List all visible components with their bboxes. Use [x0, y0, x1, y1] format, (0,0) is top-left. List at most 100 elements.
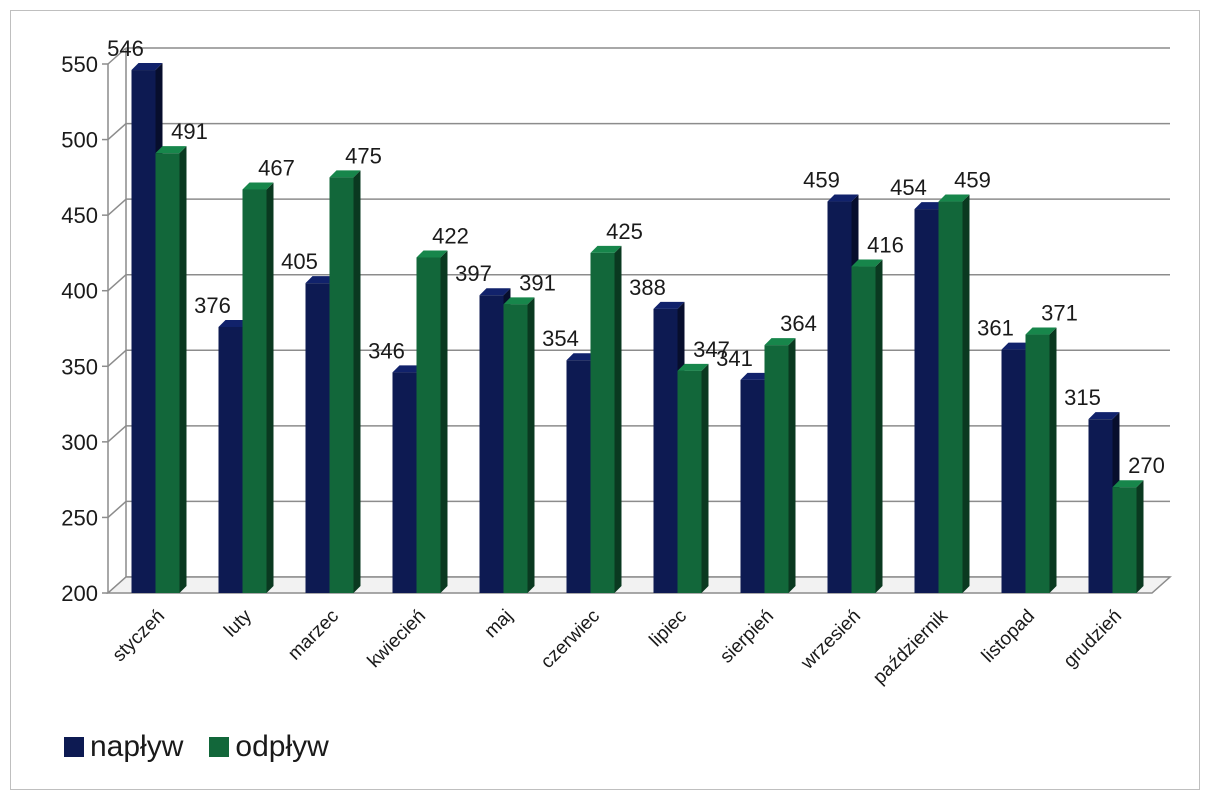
- data-label: 454: [890, 175, 927, 200]
- bar-side: [962, 194, 970, 594]
- bar-top: [851, 259, 883, 267]
- bar-top: [131, 63, 163, 71]
- data-label: 361: [977, 316, 1014, 341]
- bar-top: [155, 146, 187, 154]
- bar-side: [701, 363, 709, 593]
- legend-label-odplyw: odpływ: [235, 730, 329, 763]
- bar-top: [590, 245, 622, 253]
- x-tick-label: listopad: [978, 606, 1039, 667]
- data-label: 546: [107, 36, 144, 61]
- data-label: 416: [867, 233, 904, 258]
- bar-naplyw: [392, 372, 417, 593]
- chart-floor: [106, 576, 1172, 594]
- bar-side: [353, 170, 361, 593]
- bar-naplyw: [653, 308, 678, 593]
- bar-odplyw: [155, 153, 180, 593]
- y-tick-label: 500: [61, 128, 98, 153]
- bar-top: [242, 182, 274, 190]
- bar-naplyw: [827, 201, 852, 594]
- legend-label-naplyw: napływ: [90, 730, 184, 763]
- data-label: 467: [258, 155, 295, 180]
- data-label: 270: [1128, 453, 1165, 478]
- x-tick-label: luty: [220, 605, 256, 641]
- bar-side: [788, 338, 796, 593]
- bar-top: [653, 301, 685, 309]
- gridline-perspective: [107, 47, 127, 65]
- bar-side: [875, 259, 883, 593]
- data-label: 315: [1064, 385, 1101, 410]
- y-tick-label: 250: [61, 505, 98, 530]
- bar-odplyw: [416, 257, 441, 593]
- bar-naplyw: [479, 295, 504, 593]
- x-tick-label: czerwiec: [537, 606, 604, 673]
- bar-top: [677, 363, 709, 371]
- y-tick-label: 300: [61, 430, 98, 455]
- bar-odplyw: [938, 201, 963, 594]
- bar-naplyw: [218, 326, 243, 593]
- data-label: 364: [780, 311, 817, 336]
- data-label: 397: [455, 261, 492, 286]
- gridline-perspective: [107, 274, 127, 292]
- data-label: 459: [803, 168, 840, 193]
- bar-naplyw: [1001, 349, 1026, 593]
- gridline-perspective: [107, 425, 127, 443]
- bar-odplyw: [242, 189, 267, 593]
- data-label: 347: [693, 337, 730, 362]
- bar-naplyw: [740, 379, 765, 593]
- data-label: 391: [519, 270, 556, 295]
- gridline-perspective: [107, 198, 127, 216]
- bar-top: [1001, 342, 1033, 350]
- bar-odplyw: [764, 345, 789, 593]
- bar-naplyw: [305, 283, 330, 593]
- bar-side: [179, 146, 187, 593]
- data-label: 425: [606, 219, 643, 244]
- legend-item-naplyw: napływ: [64, 730, 183, 764]
- y-tick-label: 450: [61, 203, 98, 228]
- bar-odplyw: [329, 177, 354, 593]
- data-label: 388: [629, 275, 666, 300]
- bar-top: [218, 319, 250, 327]
- bar-top: [416, 250, 448, 258]
- bar-naplyw: [1088, 419, 1113, 593]
- data-label: 371: [1041, 301, 1078, 326]
- data-label: 341: [716, 346, 753, 371]
- bar-top: [827, 194, 859, 202]
- bar-naplyw: [914, 209, 939, 593]
- legend-swatch-odplyw: [209, 737, 230, 757]
- gridline-perspective: [107, 500, 127, 518]
- bar-odplyw: [1112, 487, 1137, 593]
- x-tick-label: kwiecień: [364, 606, 430, 672]
- bar-top: [1025, 327, 1057, 335]
- bar-side: [614, 245, 622, 593]
- bar-top: [392, 365, 424, 373]
- gridline-perspective: [107, 349, 127, 367]
- legend-swatch-naplyw: [64, 737, 84, 757]
- bar-naplyw: [566, 360, 591, 593]
- bar-top: [1088, 412, 1120, 420]
- x-tick-label: grudzień: [1060, 606, 1126, 672]
- data-label: 475: [345, 143, 382, 168]
- bar-top: [503, 297, 535, 305]
- bar-top: [740, 372, 772, 380]
- data-label: 376: [194, 293, 231, 318]
- bar-side: [266, 182, 274, 593]
- data-label: 346: [368, 338, 405, 363]
- x-tick-label: styczeń: [109, 606, 169, 666]
- data-label: 422: [432, 223, 469, 248]
- bar-top: [566, 353, 598, 361]
- x-tick-label: maj: [481, 606, 518, 643]
- bar-odplyw: [1025, 334, 1050, 593]
- bar-odplyw: [590, 252, 615, 593]
- bar-top: [1112, 480, 1144, 488]
- data-label: 405: [281, 249, 318, 274]
- legend-item-odplyw: odpływ: [209, 730, 329, 764]
- x-tick-label: wrzesień: [796, 606, 865, 675]
- x-tick-label: lipiec: [646, 606, 691, 651]
- bar-top: [764, 338, 796, 346]
- y-tick-label: 400: [61, 279, 98, 304]
- data-label: 491: [171, 119, 208, 144]
- bar-side: [1136, 480, 1144, 593]
- y-tick-label: 200: [61, 581, 98, 606]
- bar-odplyw: [677, 370, 702, 593]
